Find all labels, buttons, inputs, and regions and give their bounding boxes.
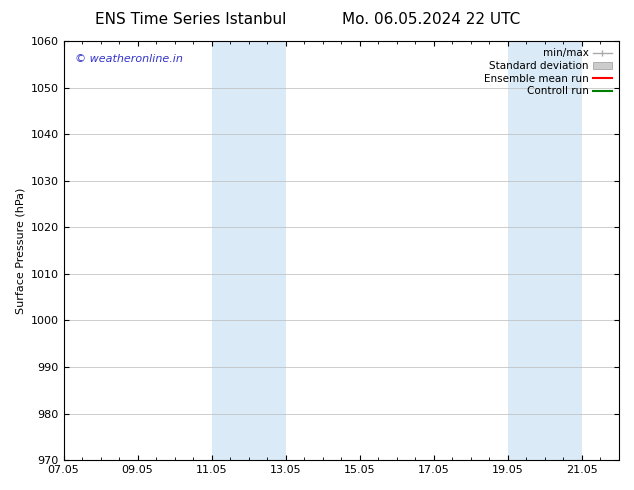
Text: ENS Time Series Istanbul: ENS Time Series Istanbul (94, 12, 286, 27)
Bar (508, 41, 582, 460)
Text: Mo. 06.05.2024 22 UTC: Mo. 06.05.2024 22 UTC (342, 12, 521, 27)
Legend: min/max, Standard deviation, Ensemble mean run, Controll run: min/max, Standard deviation, Ensemble me… (482, 46, 614, 98)
Y-axis label: Surface Pressure (hPa): Surface Pressure (hPa) (15, 187, 25, 314)
Text: © weatheronline.in: © weatheronline.in (75, 53, 183, 64)
Bar (212, 41, 286, 460)
